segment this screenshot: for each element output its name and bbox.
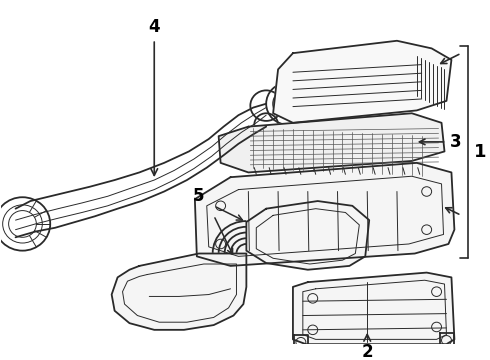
- Text: 2: 2: [362, 334, 373, 360]
- Text: 5: 5: [193, 187, 204, 205]
- Polygon shape: [293, 273, 454, 344]
- Polygon shape: [273, 41, 451, 123]
- Text: 3: 3: [449, 133, 461, 151]
- Polygon shape: [112, 253, 246, 330]
- Polygon shape: [219, 113, 444, 172]
- Text: 1: 1: [474, 143, 487, 161]
- Polygon shape: [246, 201, 369, 270]
- Polygon shape: [195, 163, 454, 266]
- Text: 4: 4: [148, 18, 160, 175]
